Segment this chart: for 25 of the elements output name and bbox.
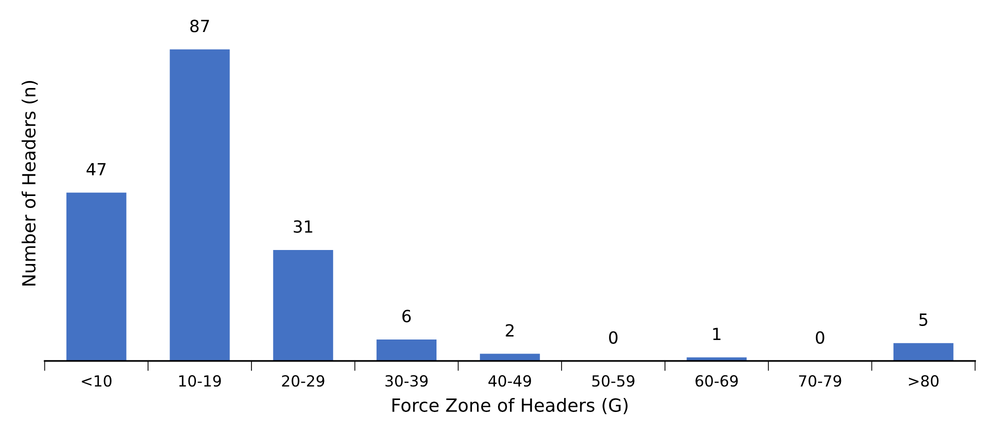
x-tick-label: <10 xyxy=(82,375,112,387)
data-label: 6 xyxy=(402,310,411,322)
bar xyxy=(376,339,437,361)
x-tick-label: 30-39 xyxy=(385,375,428,387)
data-label: 31 xyxy=(294,220,312,233)
x-tick-label: 40-49 xyxy=(488,375,532,387)
data-label: 87 xyxy=(190,20,209,32)
data-label: 5 xyxy=(919,314,928,326)
x-tick-label: 70-79 xyxy=(799,375,842,387)
x-axis-title: Force Zone of Headers (G) xyxy=(392,398,628,414)
bar xyxy=(273,250,334,361)
x-tick-label: 50-59 xyxy=(592,375,634,387)
data-label: 0 xyxy=(609,331,618,344)
bar xyxy=(66,192,126,361)
y-axis-title: Number of Headers (n) xyxy=(22,81,38,286)
data-label: 1 xyxy=(713,328,720,340)
bar xyxy=(893,343,954,361)
x-tick-label: >80 xyxy=(908,375,939,387)
x-tick-label: 60-69 xyxy=(696,375,738,387)
x-tick-label: 20-29 xyxy=(282,375,324,387)
data-label: 47 xyxy=(86,163,106,176)
bar xyxy=(170,49,230,361)
data-label: 2 xyxy=(506,324,514,336)
data-label: 0 xyxy=(816,331,824,344)
x-tick-label: 10-19 xyxy=(179,375,221,387)
